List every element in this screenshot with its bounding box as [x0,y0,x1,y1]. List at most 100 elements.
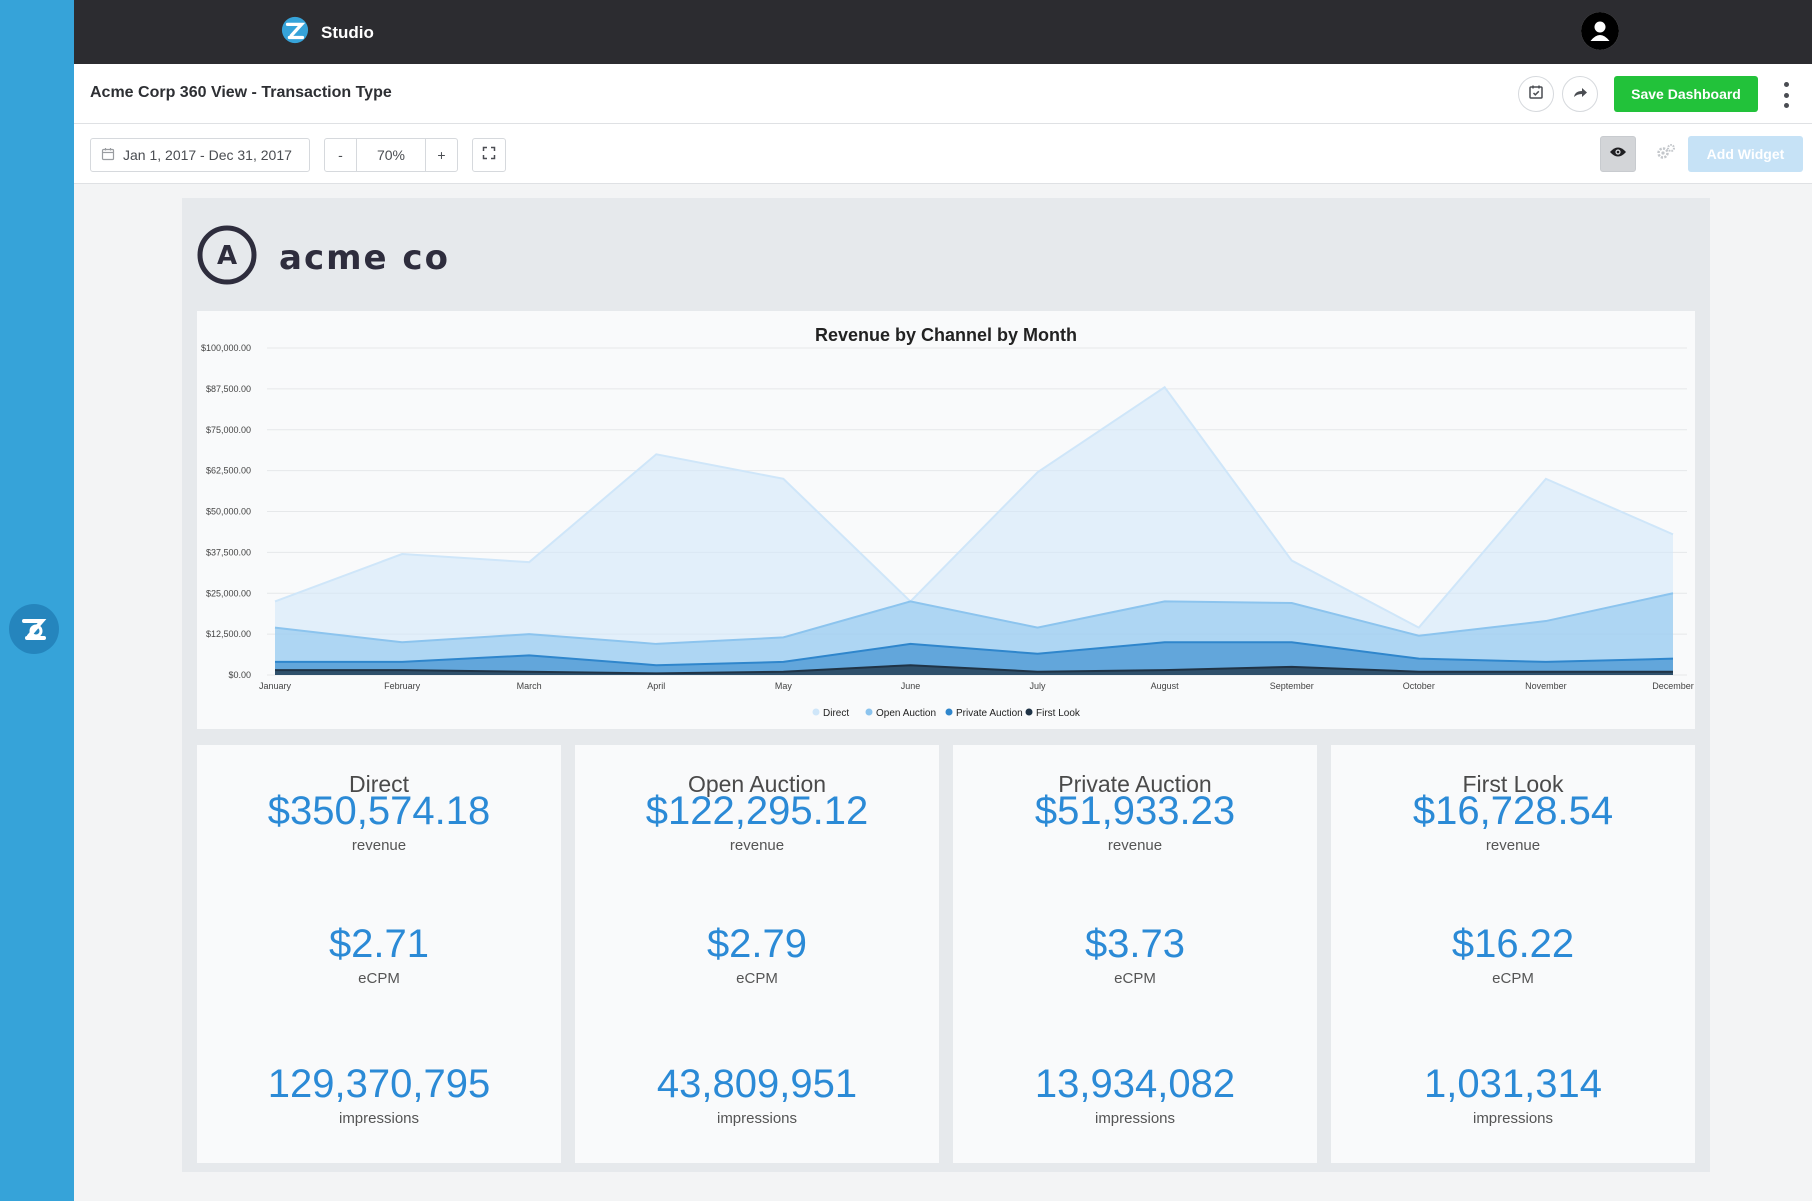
zoom-in-button[interactable]: + [437,147,446,163]
x-tick-label: March [517,681,542,691]
legend-item-private-auction[interactable]: Private Auction [945,708,1023,719]
x-tick-label: April [647,681,665,691]
x-tick-label: May [775,681,793,691]
kpi-impressions-label: impressions [716,1110,798,1127]
series-line-direct [274,385,1674,629]
kpi-revenue-value: $122,295.12 [645,789,869,833]
y-tick-label: $87,500.00 [206,384,251,394]
y-tick-label: $50,000.00 [206,507,251,517]
kpi-impressions-value: 129,370,795 [267,1062,491,1106]
series-area-private-auction[interactable] [275,642,1673,675]
series-area-direct[interactable] [275,387,1673,675]
legend-label: Private Auction [956,708,1023,719]
revenue-area-chart: $0.00 $12,500.00 $25,000.00 $37,500.00 $50,0… [201,343,1694,719]
kpi-name: First Look [1462,771,1564,797]
kpi-ecpm-value: $2.79 [706,922,808,966]
series-line-open-auction [274,592,1674,645]
kpi-impressions-label: impressions [338,1110,420,1127]
app-name: Studio [321,22,374,42]
kpi-card[interactable]: First Look $16,728.54 revenue $16.22 eCPM 1,0… [1331,745,1695,1163]
zoom-level: 70% [356,139,426,171]
x-tick-label: June [901,681,921,691]
x-tick-label: September [1270,681,1314,691]
kpi-ecpm-value: $3.73 [1084,922,1186,966]
kpi-card[interactable]: Open Auction $122,295.12 revenue $2.79 eCPM 4… [575,745,939,1163]
kpi-impressions-value: 43,809,951 [656,1062,858,1106]
page-title: Acme Corp 360 View - Transaction Type [90,84,392,101]
kpi-ecpm-label: eCPM [358,970,400,987]
add-widget-button[interactable]: Add Widget [1688,136,1803,172]
kpi-name: Private Auction [1058,771,1212,797]
y-tick-label: $62,500.00 [206,466,251,476]
kpi-revenue-label: revenue [351,837,407,854]
date-range-picker[interactable]: Jan 1, 2017 - Dec 31, 2017 [90,138,310,172]
legend-item-first-look[interactable]: First Look [1025,708,1081,719]
calendar-check-icon [1528,84,1544,105]
share-button[interactable] [1562,76,1598,112]
chart-title: Revenue by Channel by Month [814,325,1078,345]
kpi-revenue-label: revenue [729,837,785,854]
legend-swatch [1025,708,1033,716]
series-area-first-look[interactable] [275,665,1673,675]
kpi-impressions-value: 1,031,314 [1424,1062,1602,1106]
legend-swatch [865,708,873,716]
kpi-ecpm-label: eCPM [736,970,778,987]
company-logo: A acme co [197,225,450,290]
app-logo-icon[interactable] [9,604,59,654]
x-tick-label: July [1030,681,1047,691]
calendar-icon [101,147,115,164]
more-options-icon[interactable] [1778,82,1794,108]
kpi-ecpm-value: $2.71 [328,922,430,966]
kpi-ecpm-value: $16.22 [1451,922,1575,966]
kpi-card[interactable]: Direct $350,574.18 revenue $2.71 eCPM 129,370… [197,745,561,1163]
y-tick-label: $100,000.00 [201,343,251,353]
kpi-revenue-label: revenue [1485,837,1541,854]
schedule-button[interactable] [1518,76,1554,112]
kpi-impressions-label: impressions [1094,1110,1176,1127]
x-tick-label: December [1652,681,1694,691]
kpi-impressions-label: impressions [1472,1110,1554,1127]
dashboard-toolbar: Jan 1, 2017 - Dec 31, 2017 - 70% + [74,124,1812,184]
revenue-chart-widget[interactable]: Revenue by Channel by Month $0.00 $12,500… [197,311,1695,729]
kpi-revenue-value: $350,574.18 [267,789,491,833]
fullscreen-button[interactable] [472,138,506,172]
legend-item-direct[interactable]: Direct [812,708,850,719]
user-avatar-icon[interactable] [1581,12,1619,50]
dashboard-title-bar: Acme Corp 360 View - Transaction Type Sa… [74,64,1812,124]
y-tick-label: $0.00 [228,670,251,680]
legend-swatch [945,708,953,716]
save-dashboard-button[interactable]: Save Dashboard [1614,76,1758,112]
date-range-value: Jan 1, 2017 - Dec 31, 2017 [123,147,292,163]
legend-label: Direct [823,708,849,719]
gears-icon [1656,143,1676,166]
x-tick-label: October [1403,681,1435,691]
legend-label: Open Auction [876,708,936,719]
legend-swatch [812,708,820,716]
kpi-card[interactable]: Private Auction $51,933.23 revenue $3.73 eCP… [953,745,1317,1163]
zoom-out-button[interactable]: - [338,147,343,163]
zoom-control: - 70% + [324,138,458,172]
brand[interactable]: Studio [281,16,374,49]
settings-button[interactable] [1648,136,1684,172]
kpi-name: Direct [348,771,410,797]
preview-button[interactable] [1600,136,1636,172]
kpi-ecpm-label: eCPM [1114,970,1156,987]
expand-icon [482,146,496,165]
dashboard-canvas: A acme co Revenue by Channel by Month $0… [182,198,1710,1172]
kpi-impressions-value: 13,934,082 [1034,1062,1236,1106]
y-tick-label: $25,000.00 [206,588,251,598]
y-tick-label: $75,000.00 [206,425,251,435]
kpi-revenue-value: $16,728.54 [1412,789,1614,833]
x-tick-label: January [259,681,292,691]
share-arrow-icon [1572,84,1588,105]
y-tick-label: $12,500.00 [206,629,251,639]
company-logo-icon: A [197,225,257,290]
series-line-private-auction [275,641,1674,667]
x-tick-label: February [384,681,421,691]
svg-text:A: A [217,241,237,271]
legend-item-open-auction[interactable]: Open Auction [865,708,937,719]
studio-logo-icon [281,16,309,49]
legend-label: First Look [1036,708,1081,719]
y-tick-label: $37,500.00 [206,547,251,557]
kpi-revenue-label: revenue [1107,837,1163,854]
